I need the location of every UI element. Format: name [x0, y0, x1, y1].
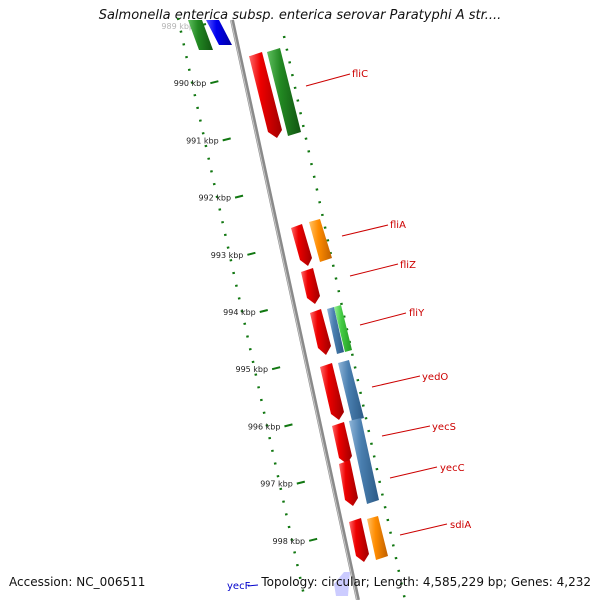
gene-yedO-arrow[interactable] [320, 363, 344, 420]
partial-gene-green [188, 20, 213, 50]
ruler-tick-997 [296, 480, 306, 485]
callout-line-yecS [381, 425, 431, 437]
gene-fliZ-arrow[interactable] [301, 268, 320, 304]
gene-fliC-cds[interactable] [267, 48, 301, 136]
gene-fliY-arrow[interactable] [310, 309, 331, 355]
map-title: Salmonella enterica subsp. enterica sero… [98, 8, 502, 23]
callout-line-yedO [371, 375, 421, 388]
callout-line-fliA [341, 224, 389, 237]
ruler-label-997: 997 kbp [260, 480, 293, 489]
ruler-tick-995 [271, 366, 281, 371]
accession-text: Accession: NC_006511 [9, 575, 146, 589]
gene-fliY-feature[interactable] [334, 305, 352, 352]
label-fliA[interactable]: fliA [390, 220, 406, 231]
callout-line-yecF [247, 584, 259, 587]
ruler-tick-990 [210, 80, 219, 85]
gene-yecS-arrow[interactable] [332, 422, 352, 464]
label-yecS[interactable]: yecS [432, 422, 456, 433]
gene-fliC-arrow[interactable] [249, 52, 282, 138]
label-sdiA[interactable]: sdiA [450, 520, 471, 531]
partial-gene-blue [206, 20, 232, 45]
ruler-label-993: 993 kbp [211, 251, 244, 260]
ruler-label-991: 991 kbp [186, 136, 219, 145]
ruler-label-992: 992 kbp [198, 194, 231, 203]
callout-line-fliZ [349, 263, 399, 277]
label-fliZ[interactable]: fliZ [400, 260, 416, 271]
gene-yecC-arrow[interactable] [339, 460, 358, 506]
label-yedO[interactable]: yedO [422, 372, 448, 383]
ruler-label-996: 996 kbp [248, 422, 281, 431]
gene-yecF-partial[interactable] [334, 572, 350, 596]
callout-line-fliC [305, 73, 351, 87]
ruler-tick-994 [259, 309, 268, 313]
ruler-tick-992 [234, 194, 244, 199]
ruler-label-998: 998 kbp [273, 537, 306, 546]
gene-sdiA-cds[interactable] [367, 516, 388, 560]
gene-callouts: fliC fliA fliZ fliY yedO yecS yecC sdiA … [227, 69, 471, 592]
callout-line-yecC [389, 466, 438, 479]
label-yecC[interactable]: yecC [440, 463, 465, 474]
genome-backbone-highlight [230, 19, 358, 600]
topology-text: Topology: circular; Length: 4,585,229 bp… [261, 575, 591, 589]
label-fliY[interactable]: fliY [409, 308, 425, 319]
ruler-tick-996 [284, 423, 293, 428]
label-yecF[interactable]: yecF [227, 581, 251, 592]
ruler-label-990: 990 kbp [174, 79, 207, 88]
ruler-label-989: 989 kbp [161, 22, 194, 31]
partial-top-genes [188, 20, 232, 50]
ruler-tick-991 [222, 137, 231, 142]
gene-yecS-cds[interactable] [349, 418, 379, 504]
gene-fliY-cds[interactable] [327, 307, 344, 354]
gene-fliA-cds[interactable] [309, 219, 332, 262]
genome-backbone [230, 19, 360, 600]
ruler-label-995: 995 kbp [235, 365, 268, 374]
label-fliC[interactable]: fliC [352, 69, 368, 80]
ruler-tick-993 [247, 251, 256, 256]
gene-fliA-arrow[interactable] [291, 224, 312, 266]
gene-yedO-cds[interactable] [338, 360, 364, 421]
callout-line-sdiA [399, 523, 448, 536]
callout-line-fliY [359, 312, 407, 326]
gene-features [249, 48, 388, 596]
gene-sdiA-arrow[interactable] [349, 518, 369, 562]
ruler-tick-998 [308, 537, 318, 542]
scale-ruler: 989 kbp 990 kbp 991 kbp 992 kbp 993 kbp 994 k… [161, 22, 318, 546]
ruler-label-994: 994 kbp [223, 308, 256, 317]
